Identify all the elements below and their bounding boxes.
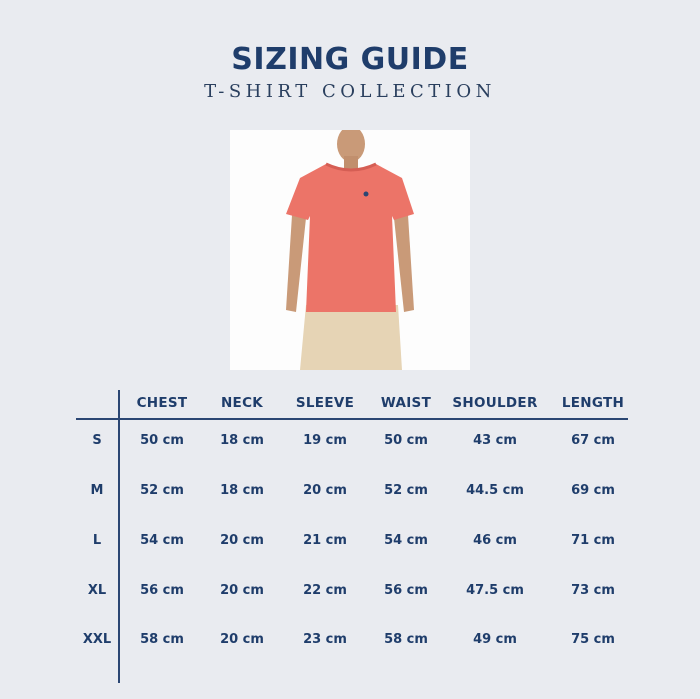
column-header-sleeve: SLEEVE	[295, 395, 355, 411]
table-cell: 22 cm	[303, 583, 347, 598]
model-illustration	[286, 130, 414, 370]
table-cell: 47.5 cm	[466, 583, 524, 598]
size-label: XL	[87, 583, 107, 598]
table-cell: 54 cm	[140, 533, 184, 548]
table-cell: 50 cm	[384, 433, 428, 448]
table-cell: 52 cm	[140, 483, 184, 498]
table-cell: 49 cm	[473, 632, 517, 647]
table-cell: 43 cm	[473, 433, 517, 448]
size-label: L	[92, 533, 102, 548]
table-cell: 69 cm	[571, 483, 615, 498]
product-photo	[230, 130, 470, 370]
table-cell: 54 cm	[384, 533, 428, 548]
page-title: SIZING GUIDE	[231, 42, 469, 77]
table-cell: 46 cm	[473, 533, 517, 548]
table-cell: 23 cm	[303, 632, 347, 647]
table-cell: 67 cm	[571, 433, 615, 448]
table-cell: 21 cm	[303, 533, 347, 548]
column-header-shoulder: SHOULDER	[452, 395, 538, 411]
table-cell: 56 cm	[384, 583, 428, 598]
table-cell: 58 cm	[384, 632, 428, 647]
table-cell: 20 cm	[220, 533, 264, 548]
table-vertical-divider	[118, 390, 120, 683]
table-cell: 20 cm	[220, 583, 264, 598]
column-header-waist: WAIST	[380, 395, 432, 411]
table-cell: 75 cm	[571, 632, 615, 647]
table-cell: 56 cm	[140, 583, 184, 598]
column-header-length: LENGTH	[561, 395, 625, 411]
table-cell: 52 cm	[384, 483, 428, 498]
table-cell: 71 cm	[571, 533, 615, 548]
size-label: M	[90, 483, 104, 498]
table-cell: 20 cm	[220, 632, 264, 647]
table-cell: 58 cm	[140, 632, 184, 647]
page-subtitle: T-SHIRT COLLECTION	[204, 81, 496, 102]
table-cell: 18 cm	[220, 483, 264, 498]
table-cell: 50 cm	[140, 433, 184, 448]
table-cell: 44.5 cm	[466, 483, 524, 498]
table-cell: 20 cm	[303, 483, 347, 498]
table-cell: 18 cm	[220, 433, 264, 448]
size-label: XXL	[82, 632, 112, 647]
table-cell: 73 cm	[571, 583, 615, 598]
table-header-divider	[76, 418, 628, 420]
column-header-neck: NECK	[220, 395, 264, 411]
table-cell: 19 cm	[303, 433, 347, 448]
column-header-chest: CHEST	[136, 395, 188, 411]
size-label: S	[92, 433, 102, 448]
